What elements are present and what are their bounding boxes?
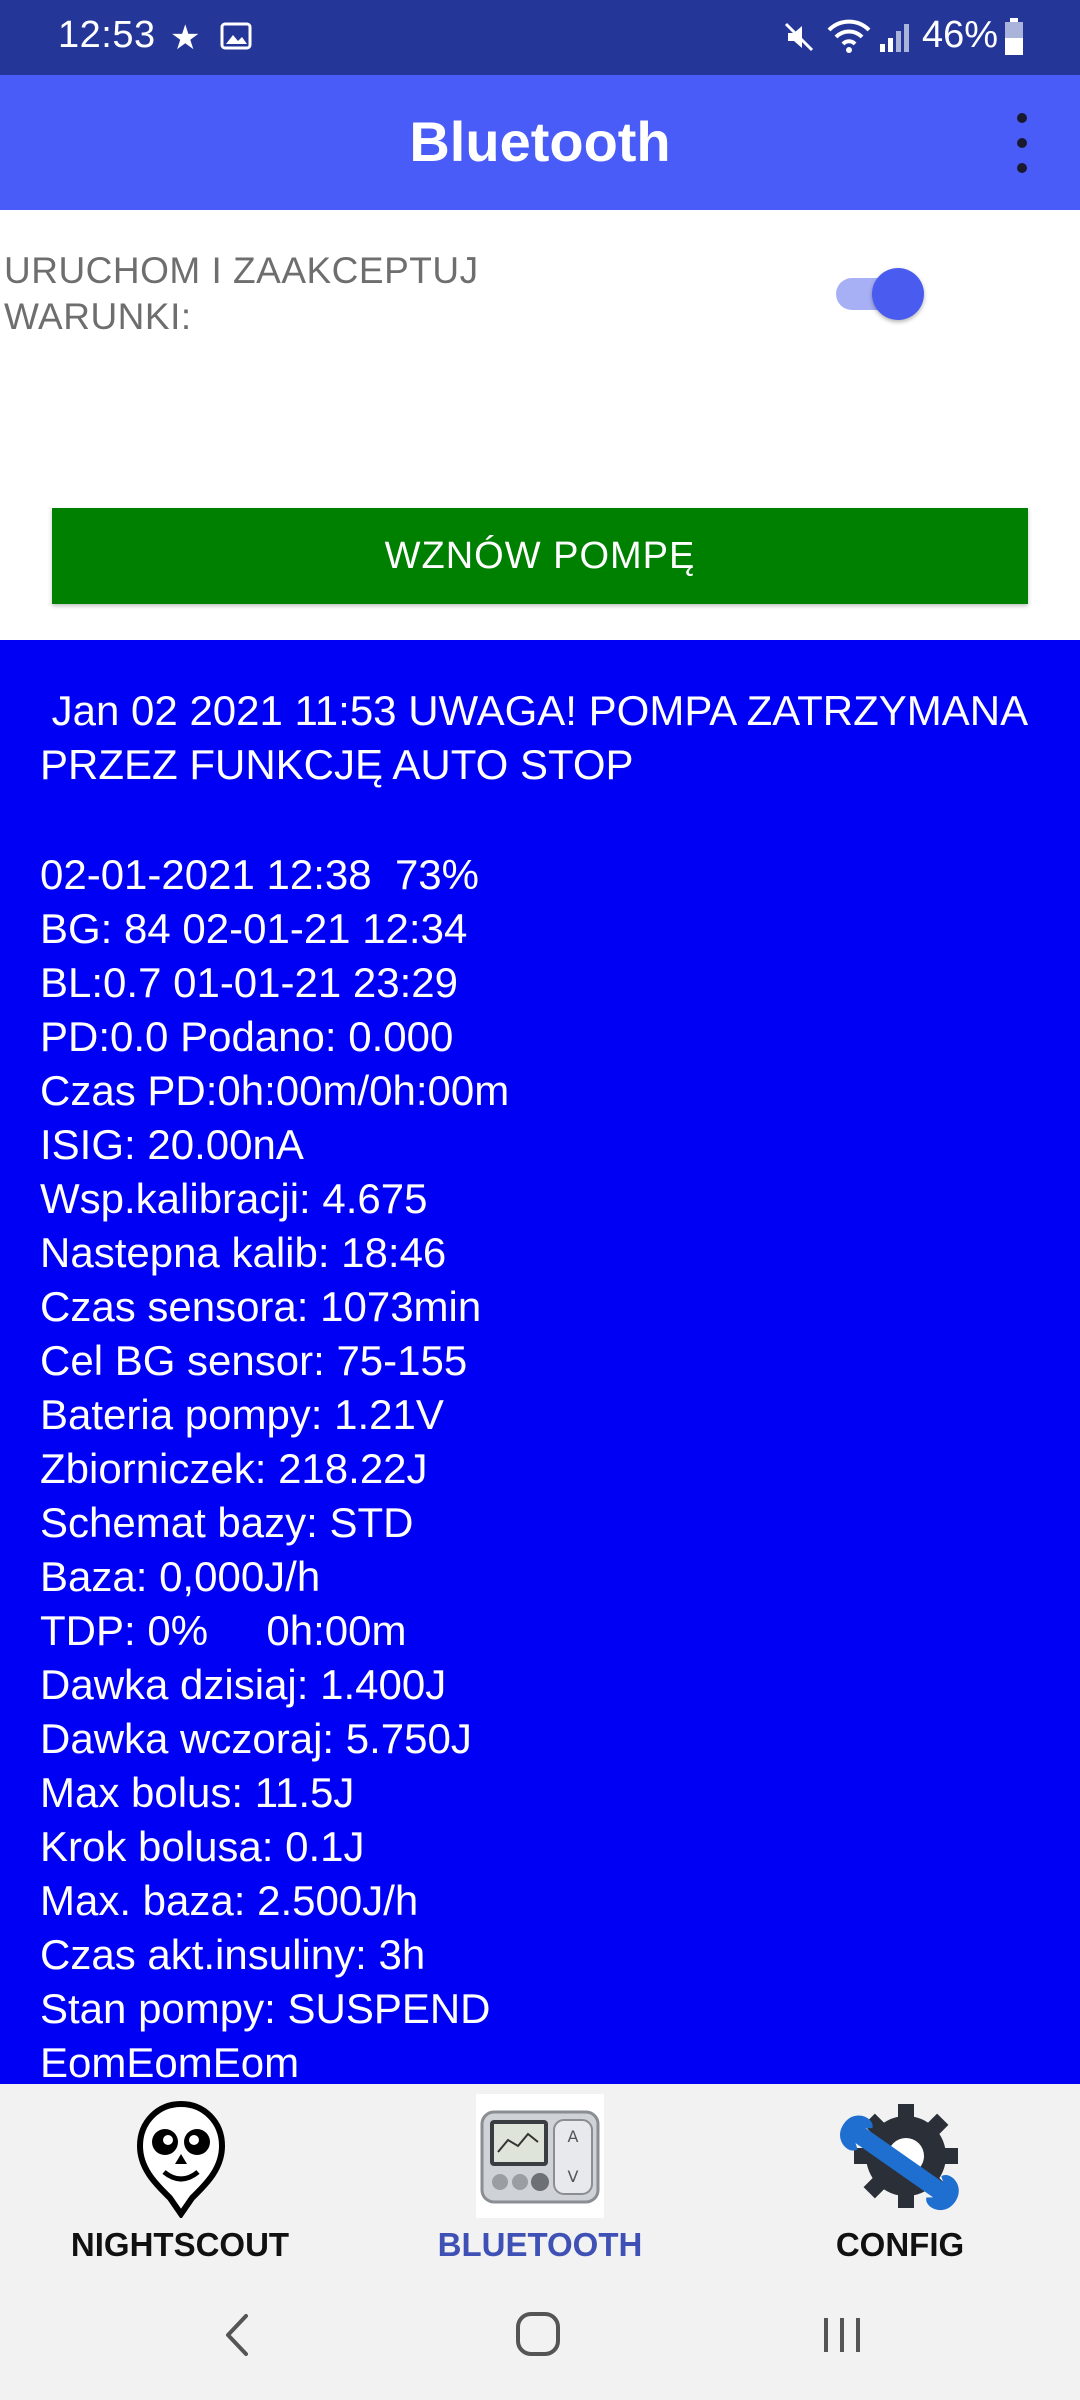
pump-status-line: Stan pompy: SUSPEND — [40, 1985, 491, 2032]
nav-item-bluetooth[interactable]: A V BLUETOOTH — [360, 2084, 720, 2270]
pump-status-line: Max bolus: 11.5J — [40, 1769, 355, 1816]
pump-status-line: BG: 84 02-01-21 12:34 — [40, 905, 468, 952]
pump-status-line: Schemat bazy: STD — [40, 1499, 414, 1546]
battery-icon — [1005, 18, 1023, 55]
toggle-thumb — [872, 268, 924, 320]
nav-label-config: CONFIG — [835, 2226, 965, 2263]
pump-status-line: BL:0.7 01-01-21 23:29 — [40, 959, 458, 1006]
pump-status-list: 02-01-2021 12:38 73% BG: 84 02-01-21 12:3… — [40, 848, 1060, 2084]
pump-status-line: Krok bolusa: 0.1J — [40, 1823, 365, 1870]
pump-status-line: Dawka dzisiaj: 1.400J — [40, 1661, 447, 1708]
nav-label-bluetooth: BLUETOOTH — [437, 2226, 643, 2263]
nav-item-nightscout[interactable]: NIGHTSCOUT — [0, 2084, 360, 2270]
pump-status-line: ISIG: 20.00nA — [40, 1121, 304, 1168]
system-navigation-bar — [0, 2270, 1080, 2400]
pump-info-panel: Jan 02 2021 11:53 UWAGA! POMPA ZATRZYMAN… — [0, 640, 1080, 2084]
pump-status-line: Zbiorniczek: 218.22J — [40, 1445, 428, 1492]
pump-status-line: Cel BG sensor: 75-155 — [40, 1337, 468, 1384]
pump-status-line: Czas akt.insuliny: 3h — [40, 1931, 426, 1978]
terms-toggle-switch[interactable] — [832, 268, 924, 320]
overflow-menu-icon[interactable] — [1000, 107, 1044, 179]
pump-status-line: 02-01-2021 12:38 73% — [40, 851, 480, 898]
gear-wrench-icon — [840, 2104, 959, 2211]
pump-status-line: Nastepna kalib: 18:46 — [40, 1229, 447, 1276]
star-icon: ★ — [170, 19, 201, 57]
wifi-icon — [827, 19, 871, 53]
status-time: 12:53 — [58, 14, 156, 56]
battery-percent: 46% — [922, 14, 999, 56]
pump-status-line: Max. baza: 2.500J/h — [40, 1877, 419, 1924]
pump-status-line: Czas PD:0h:00m/0h:00m — [40, 1067, 510, 1114]
pump-status-line: Baza: 0,000J/h — [40, 1553, 321, 1600]
status-bar: 12:53 ★ 46% — [0, 0, 1080, 75]
pump-status-line: Czas sensora: 1073min — [40, 1283, 482, 1330]
svg-text:V: V — [568, 2167, 579, 2186]
signal-icon — [880, 24, 909, 52]
gallery-icon — [220, 22, 252, 50]
insulin-pump-image: A V — [476, 2094, 604, 2218]
terms-toggle-label: URUCHOM I ZAAKCEPTUJ WARUNKI: — [4, 250, 479, 337]
pump-status-line: TDP: 0% 0h:00m — [40, 1607, 407, 1654]
mute-icon — [784, 22, 814, 52]
nav-item-config[interactable]: CONFIG — [720, 2084, 1080, 2270]
resume-pump-button[interactable]: WZNÓW POMPĘ — [52, 508, 1028, 604]
back-icon[interactable] — [216, 2310, 256, 2360]
page-title: Bluetooth — [409, 110, 671, 173]
pump-status-line: PD:0.0 Podano: 0.000 — [40, 1013, 454, 1060]
home-icon[interactable] — [514, 2310, 562, 2358]
app-bar: Bluetooth — [0, 75, 1080, 210]
pump-status-line: Wsp.kalibracji: 4.675 — [40, 1175, 428, 1222]
nav-label-nightscout: NIGHTSCOUT — [70, 2226, 290, 2263]
pump-status-line: Dawka wczoraj: 5.750J — [40, 1715, 472, 1762]
pump-status-line: EomEomEom — [40, 2039, 300, 2084]
pump-status-line: Bateria pompy: 1.21V — [40, 1391, 444, 1438]
auto-stop-alert: Jan 02 2021 11:53 UWAGA! POMPA ZATRZYMAN… — [40, 687, 1038, 788]
bottom-navigation: NIGHTSCOUT A V BLUETOOTH — [0, 2084, 1080, 2270]
svg-text:A: A — [568, 2127, 579, 2146]
recent-apps-icon[interactable] — [818, 2312, 866, 2358]
nightscout-owl-icon — [136, 2100, 226, 2218]
